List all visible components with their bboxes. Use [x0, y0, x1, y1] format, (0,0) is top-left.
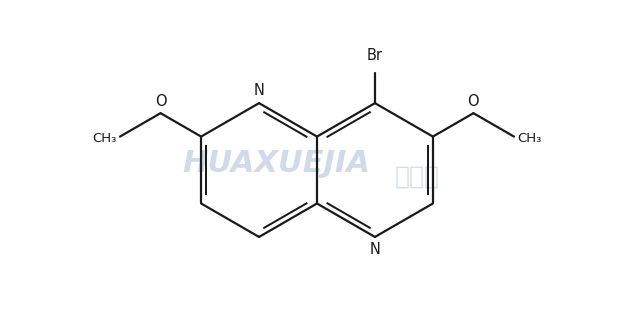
Text: O: O [155, 94, 166, 109]
Text: CH₃: CH₃ [517, 132, 541, 145]
Text: N: N [370, 242, 380, 257]
Text: HUAXUEJIA: HUAXUEJIA [183, 149, 371, 178]
Text: 化学加: 化学加 [395, 165, 440, 189]
Text: O: O [468, 94, 479, 109]
Text: CH₃: CH₃ [93, 132, 117, 145]
Text: Br: Br [367, 48, 383, 63]
Text: N: N [254, 83, 264, 98]
